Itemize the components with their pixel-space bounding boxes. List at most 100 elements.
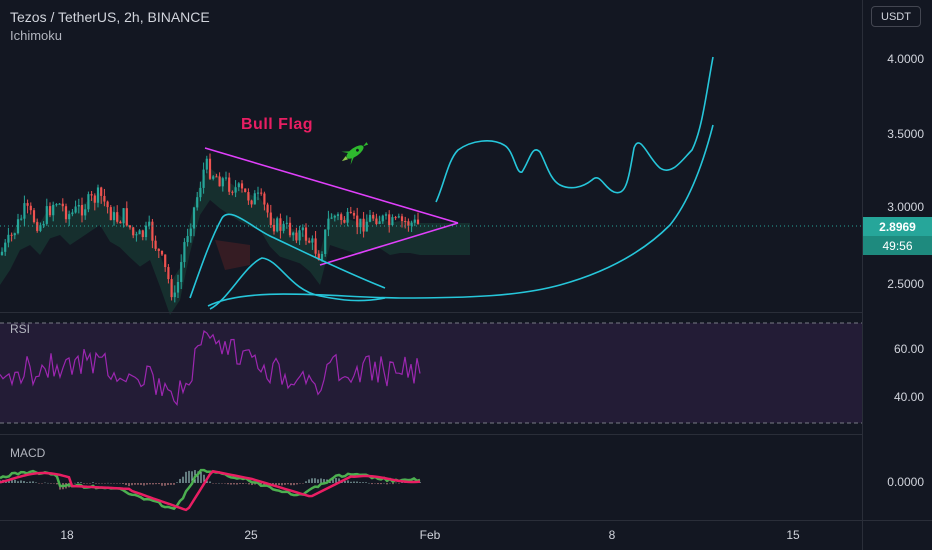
candle-body [192,207,196,229]
macd-bar [188,470,190,483]
candle-body [324,229,327,254]
candle-body [212,176,215,179]
price-axis-separator [862,0,863,550]
macd-bar [293,483,295,486]
time-tick: 25 [244,528,258,542]
time-tick: Feb [419,528,441,542]
macd-bar [392,483,394,485]
candle-body [327,218,330,230]
macd-bar [116,483,118,484]
candle-body [16,219,20,234]
indicator-legend[interactable]: Ichimoku [10,28,63,43]
candle-body [90,194,93,196]
macd-bar [155,483,157,485]
macd-bar [17,481,19,483]
candle-body [359,218,362,228]
macd-bar [173,483,175,485]
candle-body [186,236,189,243]
currency-button[interactable]: USDT [871,6,921,27]
candle-body [400,216,404,222]
candle-body [176,281,180,293]
macd-bar [161,483,163,486]
macd-label[interactable]: MACD [10,446,46,460]
candle-body [205,158,208,170]
candle-body [215,176,218,178]
candle-body [173,292,176,298]
symbol-legend[interactable]: Tezos / TetherUS, 2h, BINANCE [10,9,210,25]
bull-flag-annotation[interactable]: Bull Flag [241,116,314,133]
macd-bar [356,481,358,483]
candle-body [320,253,324,260]
candle-body [413,219,416,223]
candle-body [295,232,298,241]
macd-bar [320,478,322,483]
candle-body [381,215,384,222]
candle-body [394,217,397,219]
candle-body [311,238,314,243]
macd-bar [353,481,355,483]
candle-body [157,248,160,251]
candle-body [55,204,58,206]
macd-bar [176,482,178,483]
candle-body [20,218,23,220]
macd-bar [89,483,91,484]
candle-body [116,212,119,222]
macd-bar [203,474,205,483]
macd-bar [41,483,43,484]
projection-path-b [209,257,386,310]
macd-bar [44,482,46,484]
candle-body [119,221,122,224]
macd-bar [224,483,226,484]
macd-bar [146,483,148,485]
macd-bar [50,483,52,484]
time-tick: 18 [60,528,74,542]
macd-pane-separator[interactable] [0,434,862,435]
rsi-label[interactable]: RSI [10,322,31,336]
candle-body [407,221,410,226]
candle-body [132,227,135,236]
macd-bar [290,483,292,486]
rsi-pane-separator[interactable] [0,312,862,313]
macd-bar [137,483,139,485]
candle-body [71,212,74,215]
candle-body [39,225,42,231]
candle-body [301,227,304,231]
macd-bar [221,483,223,484]
macd-bar [251,483,253,486]
candle-body [48,206,52,216]
candle-body [26,203,29,206]
candle-body [96,187,100,203]
macd-bar [311,478,313,483]
candle-body [4,242,7,252]
macd-bar [284,483,286,485]
bull-flag-lines [204,147,459,266]
macd-bar [119,483,121,484]
macd-bar [281,483,283,486]
macd-bar [38,483,40,484]
candle-body [298,230,301,241]
macd-bar [245,483,247,484]
macd-bar [128,483,130,487]
macd-bar [107,482,109,484]
signal-line [0,469,421,512]
price-tick: 3.5000 [887,127,924,141]
macd-bar [29,481,31,483]
macd-bar [86,483,88,484]
macd-bar [140,483,142,485]
candle-body [80,204,84,216]
candle-body [416,219,420,224]
macd-bar [170,483,172,485]
candle-body [240,183,244,189]
macd-line [0,468,421,511]
macd-bar [344,480,346,483]
candle-body [125,208,128,226]
candle-body [308,240,311,243]
candle-body [228,177,231,192]
candle-body [64,206,68,220]
candle-body [148,221,151,226]
macd-bar [386,483,388,485]
macd-bar [278,483,280,486]
candle-body [52,204,55,216]
